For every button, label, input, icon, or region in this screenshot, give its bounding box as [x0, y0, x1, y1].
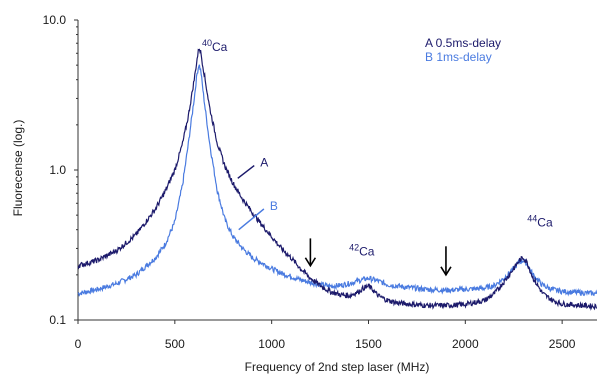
x-tick-label-1: 500	[165, 337, 185, 351]
y-tick-label-2: 10.0	[43, 13, 67, 27]
annotation-ca42: 42Ca	[349, 242, 375, 258]
y-tick-label-0: 0.1	[49, 313, 66, 327]
series-layer	[77, 48, 597, 311]
annotation-mass: 44	[527, 214, 537, 224]
annotation-element: Ca	[212, 40, 228, 54]
arrow-1	[440, 246, 452, 277]
legend-entry-0: A 0.5ms-delay	[425, 36, 501, 50]
series-callout-line-1	[238, 208, 265, 231]
tick-label-layer: 0 500 1000 1500 2000 2500 0.1 1.0 10.0	[43, 13, 576, 351]
x-tick-label-5: 2500	[549, 337, 576, 351]
x-axis-title: Frequency of 2nd step laser (MHz)	[245, 360, 430, 374]
annotation-mass: 42	[349, 242, 359, 252]
arrow-head	[440, 266, 452, 277]
arrow-0	[304, 238, 317, 268]
annotation-ca40: 40Ca	[202, 38, 228, 54]
annotation-mass: 40	[202, 38, 212, 48]
x-tick-label-4: 2000	[452, 337, 479, 351]
y-tick-label-1: 1.0	[49, 163, 66, 177]
legend-entry-1: B 1ms-delay	[425, 50, 492, 64]
x-tick-label-3: 1500	[355, 337, 382, 351]
series-callout-label-0: A	[260, 156, 268, 170]
annotation-element: Ca	[537, 216, 553, 230]
arrow-head	[304, 257, 317, 268]
annotation-element: Ca	[359, 244, 375, 258]
series-callout-line-0	[237, 164, 255, 179]
x-tick-label-2: 1000	[258, 337, 285, 351]
x-tick-label-0: 0	[75, 337, 82, 351]
series-callout-label-1: B	[270, 199, 278, 213]
annotation-ca44: 44Ca	[527, 214, 553, 230]
y-axis-title: Fluorecense (log.)	[11, 120, 25, 217]
series-line-0	[77, 48, 597, 311]
plot-area	[77, 20, 597, 321]
